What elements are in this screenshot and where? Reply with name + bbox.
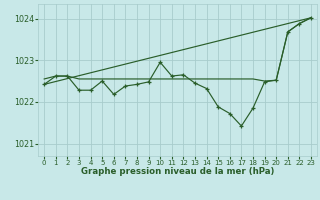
X-axis label: Graphe pression niveau de la mer (hPa): Graphe pression niveau de la mer (hPa) bbox=[81, 167, 274, 176]
